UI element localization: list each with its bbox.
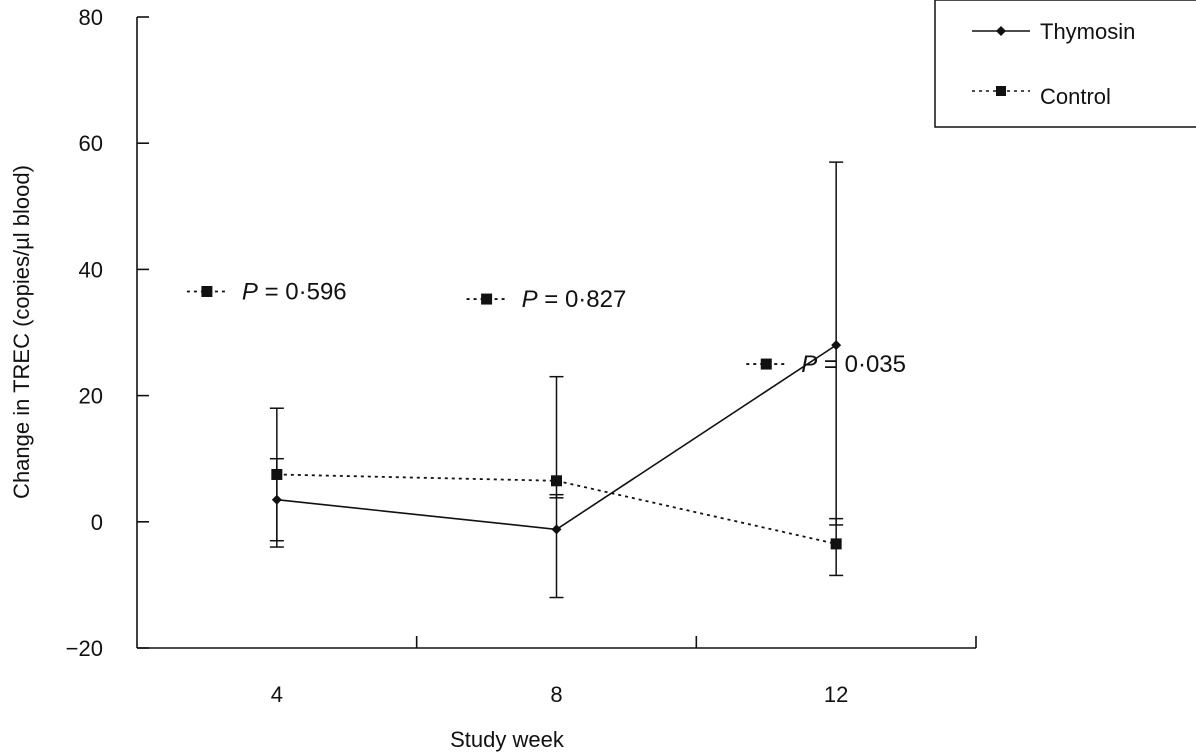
legend-control-label: Control (1040, 84, 1111, 109)
legend-box (934, 0, 1196, 128)
x-axis-title: Study week (450, 727, 565, 752)
annotation-marker (760, 358, 772, 370)
annotation-label: P = 0·596 (242, 278, 347, 305)
data-point (551, 475, 562, 487)
legend-control-marker (996, 86, 1006, 96)
annotation-label: P = 0·035 (801, 351, 906, 378)
annotation-marker (201, 285, 213, 297)
data-point (551, 524, 562, 535)
y-tick-label: 80 (79, 5, 103, 30)
annotation-p-symbol: P (801, 351, 817, 378)
axes: −20 0 20 40 60 80 4 8 12 Study week Change in TREC… (9, 5, 977, 752)
data-point (831, 340, 842, 351)
x-tick-label: 4 (271, 682, 283, 707)
series-control (269, 457, 844, 577)
legend: Thymosin Control (934, 0, 1196, 128)
series-line (276, 473, 837, 545)
y-tick-label: 0 (91, 510, 103, 535)
annotation-p-value: = 0·827 (538, 286, 627, 313)
y-axis-title: Change in TREC (copies/µl blood) (9, 165, 34, 499)
data-point (830, 538, 842, 550)
annotation-p-value: = 0·596 (258, 278, 347, 305)
y-tick-label: −20 (66, 636, 103, 661)
data-point (271, 468, 283, 480)
x-tick-label: 8 (550, 682, 562, 707)
x-tick-label: 12 (824, 682, 848, 707)
annotation-marker (481, 293, 493, 305)
annotation-p-symbol: P (522, 286, 538, 313)
p-value-annotation: P = 0·035 (746, 351, 906, 378)
annotation-p-value: = 0·035 (817, 351, 906, 378)
y-tick-label: 20 (79, 384, 103, 409)
annotation-p-symbol: P (242, 278, 258, 305)
legend-thymosin-label: Thymosin (1040, 19, 1135, 44)
annotation-label: P = 0·827 (522, 286, 627, 313)
p-value-annotation: P = 0·596 (186, 278, 347, 305)
y-tick-label: 40 (79, 257, 103, 282)
series-thymosin (269, 161, 844, 599)
p-value-annotation: P = 0·827 (466, 286, 627, 313)
y-tick-label: 60 (79, 131, 103, 156)
legend-thymosin-marker (996, 26, 1006, 36)
